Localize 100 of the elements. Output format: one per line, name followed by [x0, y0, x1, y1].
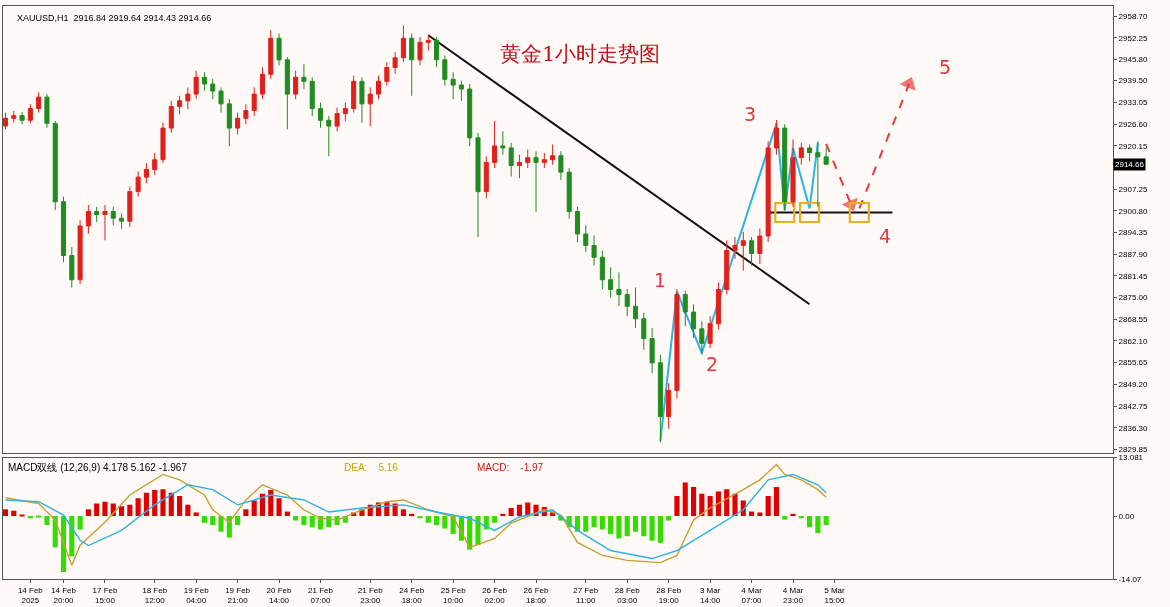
bar	[36, 515, 42, 518]
bar	[118, 506, 125, 517]
candlestick	[749, 236, 755, 267]
bar	[293, 516, 299, 521]
y-tick-label: 0.00	[1118, 511, 1135, 521]
candlestick	[351, 75, 357, 114]
y-tick-label: 2926.60	[1118, 119, 1149, 129]
bar	[715, 491, 721, 517]
candlestick	[69, 246, 75, 288]
candlestick	[276, 33, 282, 67]
bar	[77, 516, 83, 530]
candlestick	[119, 213, 125, 230]
candlestick	[152, 152, 158, 176]
candlestick	[550, 144, 556, 166]
candlestick	[525, 149, 531, 169]
annotation: 4	[879, 225, 892, 247]
x-tick-label: 19 Feb 21:00	[225, 585, 251, 605]
candlestick	[376, 75, 382, 100]
bar	[235, 516, 241, 525]
bar	[492, 516, 498, 523]
bar	[599, 516, 605, 530]
x-tick-label: 26 Feb 02:00	[482, 585, 508, 605]
x-tick-label: 26 Feb 18:00	[523, 585, 550, 605]
bar	[417, 516, 423, 519]
candlestick	[85, 204, 91, 235]
bar	[433, 516, 440, 525]
bar	[608, 516, 614, 534]
candlestick	[251, 86, 257, 117]
x-tick-label: 27 Feb 11:00	[573, 585, 599, 605]
candlestick	[434, 36, 440, 68]
candlestick	[127, 186, 133, 228]
candlestick	[210, 78, 216, 100]
candlestick	[11, 110, 17, 124]
annotation: 5	[939, 56, 952, 78]
candlestick	[326, 115, 332, 157]
bar	[243, 509, 249, 517]
candlestick	[699, 320, 705, 356]
annotation: MACD双线 (12,26,9) 4.178 5.162 -1.967	[8, 462, 188, 473]
candlestick	[649, 327, 655, 374]
candlestick	[790, 139, 796, 208]
candlestick	[218, 86, 224, 114]
bar	[309, 516, 315, 528]
candlestick	[740, 231, 746, 272]
bar	[3, 509, 9, 517]
annotation: 1	[654, 269, 667, 291]
y-tick-label: 2945.80	[1118, 55, 1149, 65]
text: 黄金1小时走势图	[500, 42, 661, 66]
candlestick	[309, 76, 315, 117]
bar	[674, 495, 680, 517]
candlestick	[185, 86, 191, 110]
y-tick-label: 2868.55	[1118, 315, 1149, 325]
candlestick	[450, 71, 456, 100]
candlestick	[168, 100, 174, 134]
candlestick	[3, 112, 9, 130]
bar	[193, 512, 199, 517]
y-tick-label: 2952.25	[1118, 33, 1149, 43]
candlestick	[392, 51, 398, 75]
y-tick-label: 13.081	[1118, 453, 1144, 463]
candlestick	[19, 111, 25, 125]
candlestick	[193, 70, 199, 100]
bar	[135, 498, 141, 517]
candlestick	[293, 70, 299, 100]
candlestick	[359, 76, 365, 124]
y-tick-label: 2933.05	[1118, 98, 1149, 108]
bar	[19, 514, 25, 517]
candlestick	[483, 155, 489, 199]
x-tick-label: 19 Feb 04:00	[183, 585, 210, 605]
candlestick	[724, 239, 730, 295]
candlestick	[301, 63, 307, 90]
candlestick	[815, 140, 821, 208]
bar	[85, 509, 91, 517]
candlestick	[284, 56, 290, 130]
candlestick	[533, 150, 539, 213]
candlestick	[657, 354, 663, 443]
bar	[152, 490, 158, 517]
candlestick	[135, 170, 141, 198]
candlestick	[616, 271, 622, 307]
bar	[790, 513, 796, 517]
bar	[732, 493, 738, 517]
candlestick	[674, 288, 680, 399]
candlestick	[442, 54, 448, 87]
candlestick	[583, 224, 589, 253]
candlestick	[102, 204, 108, 241]
y-tick-label: 2900.80	[1118, 206, 1149, 216]
candlestick	[467, 83, 473, 147]
candlestick	[500, 130, 506, 156]
bar	[442, 516, 448, 529]
candlestick	[691, 303, 697, 339]
x-tick-label: 17 Feb 15:00	[92, 585, 118, 605]
candlestick	[541, 152, 547, 169]
bar	[210, 516, 216, 525]
bar	[44, 516, 50, 525]
line-series	[4, 473, 827, 560]
candlestick	[599, 249, 605, 290]
candlestick	[334, 107, 340, 132]
candlestick	[177, 95, 183, 115]
x-tick-label: 28 Feb 19:00	[656, 585, 682, 605]
candlestick	[591, 234, 597, 267]
bar	[400, 509, 406, 517]
bar	[649, 516, 655, 541]
